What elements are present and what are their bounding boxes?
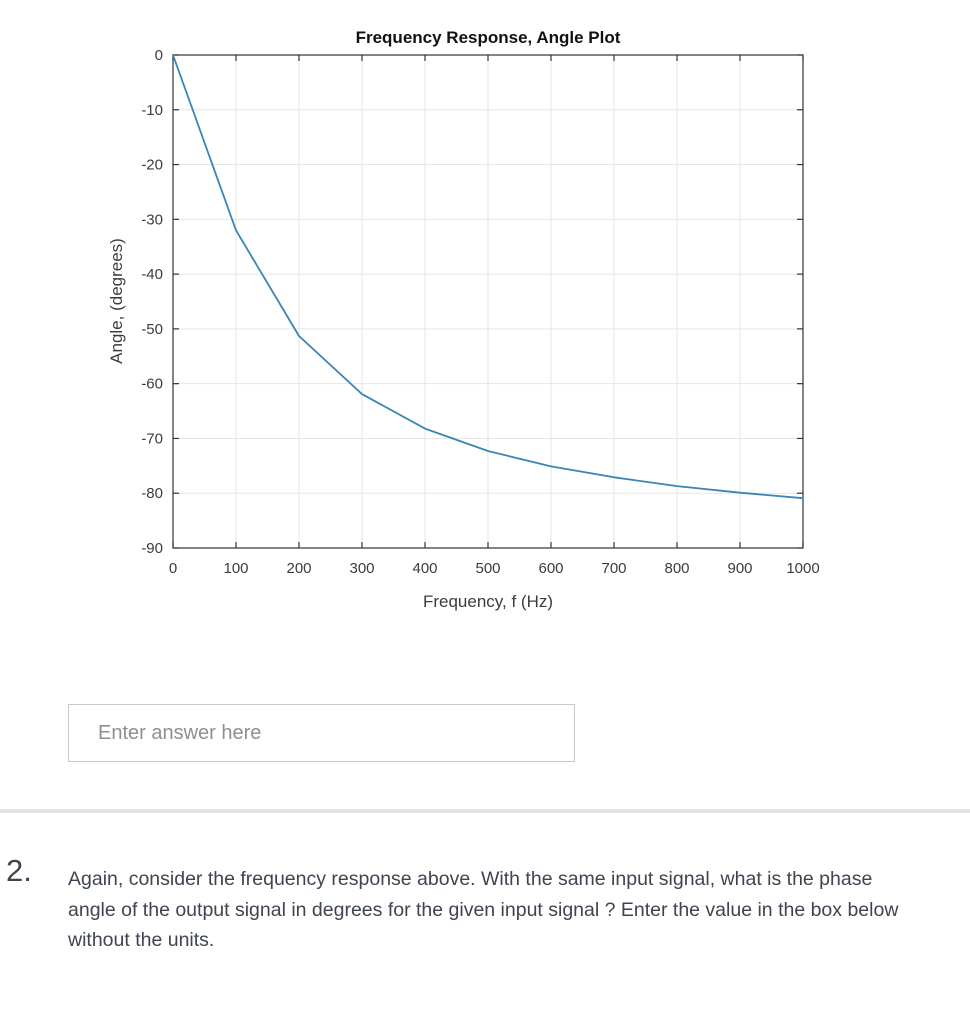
answer-input[interactable] <box>69 705 574 761</box>
y-tick-label: 0 <box>155 47 163 64</box>
phase-response-curve <box>172 54 804 500</box>
x-tick-label: 1000 <box>786 560 819 577</box>
question-number: 2. <box>6 853 32 888</box>
answer-input-container <box>68 704 575 762</box>
question-text: Again, consider the frequency response a… <box>68 868 899 951</box>
x-tick-label: 300 <box>349 560 374 577</box>
x-tick-label: 700 <box>601 560 626 577</box>
y-tick-label: -20 <box>141 157 163 174</box>
angle-plot-svg: 0 100 200 300 400 500 600 700 800 900 1000 0 -10 -20 -… <box>107 28 820 611</box>
y-axis-label: Angle, (degrees) <box>107 238 126 364</box>
y-tick-label: -90 <box>141 540 163 557</box>
x-tick-label: 500 <box>475 560 500 577</box>
y-tick-label: -40 <box>141 266 163 283</box>
x-axis-label: Frequency, f (Hz) <box>423 592 553 611</box>
x-tick-label: 200 <box>286 560 311 577</box>
y-tick-label: -80 <box>141 485 163 502</box>
y-tick-label: -10 <box>141 102 163 119</box>
frequency-response-chart: 0 100 200 300 400 500 600 700 800 900 1000 0 -10 -20 -… <box>107 28 820 611</box>
chart-generated-layers: 0 100 200 300 400 500 600 700 800 900 1000 0 -10 -20 -… <box>141 47 819 577</box>
y-tick-label: -70 <box>141 430 163 447</box>
section-divider <box>0 809 970 813</box>
x-tick-label: 100 <box>223 560 248 577</box>
x-tick-label: 800 <box>664 560 689 577</box>
x-tick-label: 600 <box>538 560 563 577</box>
x-tick-label: 900 <box>727 560 752 577</box>
x-tick-label: 0 <box>169 560 177 577</box>
x-tick-label: 400 <box>412 560 437 577</box>
y-tick-label: -60 <box>141 376 163 393</box>
y-tick-label: -50 <box>141 321 163 338</box>
chart-title: Frequency Response, Angle Plot <box>356 28 621 47</box>
y-tick-label: -30 <box>141 211 163 228</box>
